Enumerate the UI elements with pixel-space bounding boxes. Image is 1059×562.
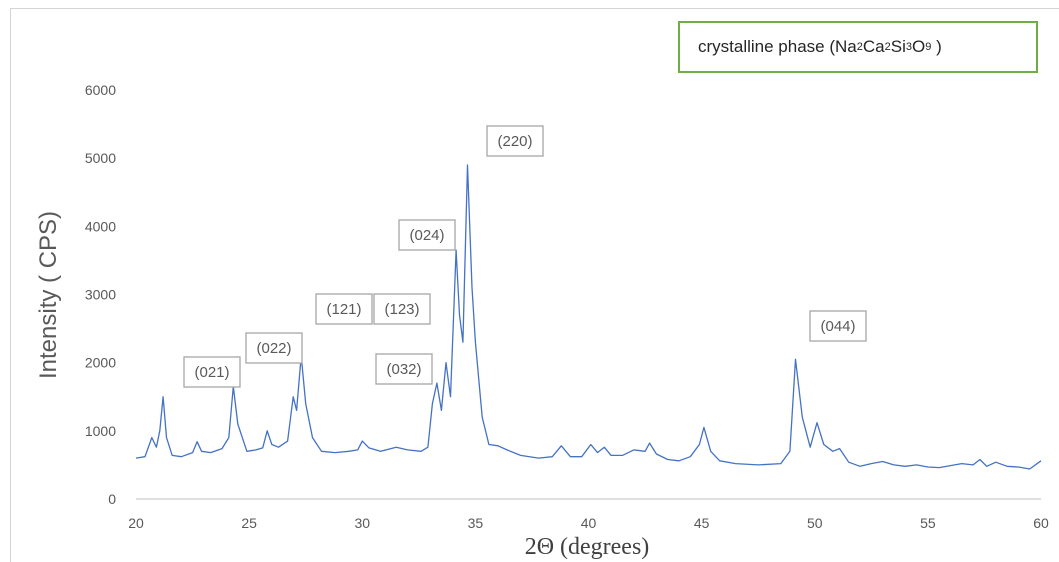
peak-label-box bbox=[375, 353, 433, 385]
phase-legend-box: crystalline phase (Na 2 Ca 2 Si 3 O 9 ) bbox=[678, 21, 1038, 73]
x-tick-label: 25 bbox=[241, 515, 257, 531]
peak-label-box bbox=[245, 332, 303, 364]
peak-label: (032) bbox=[375, 353, 433, 385]
y-tick-labels: 0 1000 2000 3000 4000 5000 6000 bbox=[85, 82, 116, 507]
peak-label-text: (021) bbox=[194, 364, 229, 381]
x-axis-title: 2Θ (degrees) bbox=[525, 534, 650, 560]
peak-label: (044) bbox=[809, 310, 867, 342]
x-tick-label: 50 bbox=[807, 515, 823, 531]
peak-label-box bbox=[809, 310, 867, 342]
y-tick-label: 1000 bbox=[85, 423, 116, 439]
legend-formula-element: Si bbox=[890, 37, 906, 56]
legend-prefix: crystalline phase ( bbox=[698, 37, 836, 56]
x-tick-label: 35 bbox=[468, 515, 484, 531]
frame-border-left bbox=[10, 8, 11, 562]
peak-label: (123) bbox=[373, 293, 431, 325]
y-tick-label: 6000 bbox=[85, 82, 116, 98]
legend-formula-element: Ca bbox=[862, 37, 885, 56]
y-tick-label: 5000 bbox=[85, 150, 116, 166]
peak-label-box bbox=[183, 356, 241, 388]
y-tick-label: 0 bbox=[108, 491, 116, 507]
x-tick-labels: 20 25 30 35 40 45 50 55 60 bbox=[128, 515, 1049, 531]
y-axis-title: Intensity ( CPS) bbox=[35, 211, 62, 379]
legend-formula-subscript: 9 bbox=[925, 41, 932, 53]
xrd-pattern-line bbox=[135, 164, 1042, 470]
peak-label-text: (123) bbox=[384, 301, 419, 318]
peak-label-text: (044) bbox=[820, 318, 855, 335]
peak-label: (220) bbox=[486, 125, 544, 157]
x-tick-label: 60 bbox=[1033, 515, 1049, 531]
legend-suffix: ) bbox=[931, 37, 942, 56]
peak-label-text: (022) bbox=[256, 340, 291, 357]
frame-border-top bbox=[10, 8, 1059, 9]
y-tick-label: 4000 bbox=[85, 218, 116, 234]
peak-label: (021) bbox=[183, 356, 241, 388]
legend-formula-element: Na bbox=[835, 37, 857, 56]
x-tick-label: 55 bbox=[920, 515, 936, 531]
legend-formula-element: O bbox=[911, 37, 926, 56]
y-tick-label: 3000 bbox=[85, 287, 116, 303]
legend-formula-subscript: 3 bbox=[905, 41, 912, 53]
series-layer bbox=[135, 164, 1042, 470]
peak-label-box bbox=[486, 125, 544, 157]
peak-label: (024) bbox=[398, 219, 456, 251]
peak-label-box bbox=[373, 293, 431, 325]
peak-annotations: (021) (022) (121) (123) (032) (024) (220) (044) bbox=[183, 125, 867, 388]
peak-label: (121) bbox=[315, 293, 373, 325]
peak-label-box bbox=[315, 293, 373, 325]
x-tick-label: 30 bbox=[354, 515, 370, 531]
peak-label-box bbox=[398, 219, 456, 251]
x-tick-label: 20 bbox=[128, 515, 144, 531]
x-tick-label: 40 bbox=[581, 515, 597, 531]
legend-formula-subscript: 2 bbox=[856, 41, 863, 53]
peak-label-text: (121) bbox=[326, 301, 361, 318]
peak-label-text: (024) bbox=[409, 227, 444, 244]
legend-formula-subscript: 2 bbox=[884, 41, 891, 53]
peak-label-text: (220) bbox=[497, 133, 532, 150]
peak-label: (022) bbox=[245, 332, 303, 364]
y-tick-label: 2000 bbox=[85, 355, 116, 371]
peak-label-text: (032) bbox=[386, 361, 421, 378]
x-tick-label: 45 bbox=[694, 515, 710, 531]
